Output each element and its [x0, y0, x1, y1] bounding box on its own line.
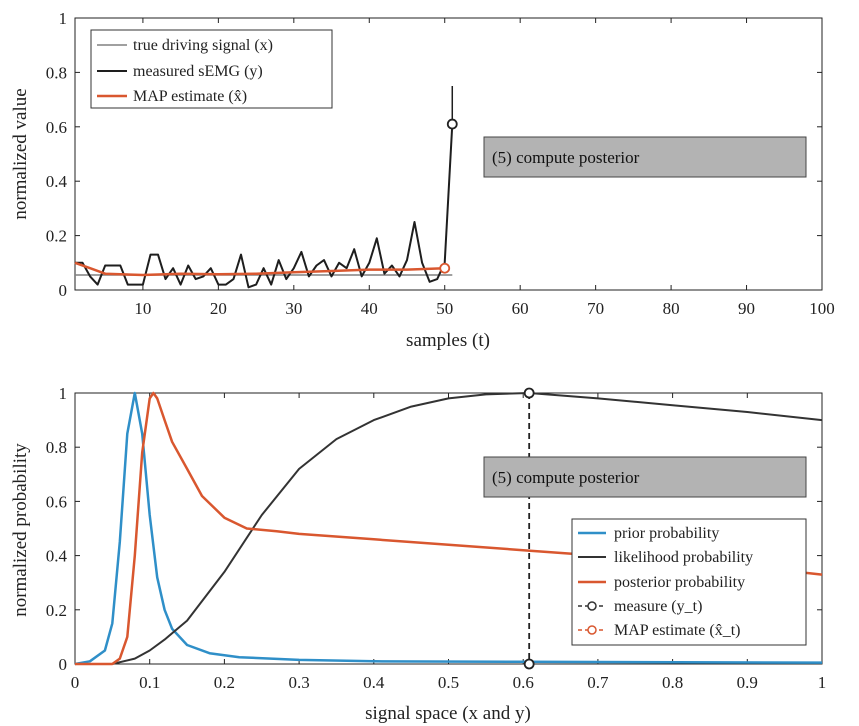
top-x-tick-label: 90: [738, 299, 755, 318]
bottom-series-lines: [74, 387, 823, 670]
bottom-x-tick-label: 0.9: [737, 673, 758, 692]
bottom-y-tick-label: 0.8: [46, 438, 67, 457]
legend-measured-semg: measured sEMG (y): [133, 63, 263, 80]
top-x-tick-label: 60: [512, 299, 529, 318]
legend-measure: measure (y_t): [614, 598, 702, 615]
map-estimate-line: [74, 261, 445, 277]
bottom-annotation-text: (5) compute posterior: [492, 468, 640, 487]
likelihood-probability-line: [75, 392, 823, 665]
bottom-x-tick-label: 0: [71, 673, 80, 692]
bottom-x-tick-label: 0.7: [587, 673, 609, 692]
top-y-tick-label: 1: [59, 9, 68, 28]
top-point-marker: [446, 118, 458, 130]
bottom-y-axis-label: normalized probability: [10, 443, 31, 617]
bottom-x-tick-label: 1: [818, 673, 827, 692]
bottom-x-tick-label: 0.1: [139, 673, 160, 692]
bottom-y-tick-label: 0.6: [46, 492, 67, 511]
legend-map-estimate: MAP estimate (x̂): [133, 88, 247, 105]
top-panel: 10 20 30 40 50 60 70 80 90 100 0 0.2 0.4 0.6 0.8 1 samp…: [10, 9, 835, 351]
top-x-tick-label: 10: [134, 299, 151, 318]
top-y-tick-label: 0.8: [46, 63, 67, 82]
bottom-legend: prior probability likelihood probability…: [571, 518, 807, 646]
bottom-x-tick-label: 0.4: [363, 673, 385, 692]
bottom-y-tick-label: 0.2: [46, 601, 67, 620]
legend-posterior: posterior probability: [614, 574, 745, 591]
top-x-tick-label: 50: [436, 299, 453, 318]
posterior-probability-line: [75, 391, 823, 666]
top-series-lines: [74, 86, 458, 289]
bottom-point-marker: [523, 387, 535, 399]
bottom-x-axis-label: signal space (x and y): [365, 703, 531, 724]
top-x-tick-label: 40: [361, 299, 378, 318]
bottom-y-tick-label: 0.4: [46, 547, 68, 566]
top-y-tick-label: 0.6: [46, 118, 67, 137]
bottom-annotation-box: (5) compute posterior: [483, 456, 807, 498]
top-ticks: 10 20 30 40 50 60 70 80 90 100 0 0.2 0.4 0.6 0.8 1: [46, 9, 835, 318]
top-x-axis-label: samples (t): [406, 330, 490, 351]
measured-semg-line: [75, 124, 454, 289]
bottom-point-marker: [523, 658, 535, 670]
bottom-x-tick-label: 0.3: [288, 673, 309, 692]
top-y-axis-label: normalized value: [10, 88, 31, 219]
legend-likelihood: likelihood probability: [614, 549, 753, 566]
bottom-x-tick-label: 0.6: [513, 673, 534, 692]
top-annotation-box: (5) compute posterior: [483, 136, 807, 178]
bottom-x-tick-label: 0.5: [438, 673, 459, 692]
top-point-marker: [439, 262, 451, 274]
top-y-tick-label: 0.4: [46, 172, 68, 191]
top-legend: true driving signal (x) measured sEMG (y…: [90, 29, 333, 109]
top-x-tick-label: 100: [809, 299, 835, 318]
bottom-panel: 0 0.1 0.2 0.3 0.4 0.5 0.6 0.7 0.8 0.9 1 0 0.2 0.4 0.6 0…: [10, 384, 826, 724]
top-y-tick-label: 0: [59, 281, 68, 300]
bottom-ticks: 0 0.1 0.2 0.3 0.4 0.5 0.6 0.7 0.8 0.9 1 0 0.2 0.4 0.6 0…: [46, 384, 827, 692]
top-y-tick-label: 0.2: [46, 227, 67, 246]
top-x-tick-label: 80: [663, 299, 680, 318]
top-x-tick-label: 20: [210, 299, 227, 318]
bottom-x-tick-label: 0.8: [662, 673, 683, 692]
bottom-x-tick-label: 0.2: [214, 673, 235, 692]
top-x-tick-label: 70: [587, 299, 604, 318]
bottom-y-tick-label: 1: [59, 384, 68, 403]
legend-map-estimate-t: MAP estimate (x̂_t): [614, 622, 741, 639]
legend-true-signal: true driving signal (x): [133, 37, 273, 54]
top-x-tick-label: 30: [285, 299, 302, 318]
legend-prior: prior probability: [614, 525, 719, 542]
bottom-y-tick-label: 0: [59, 655, 68, 674]
top-annotation-text: (5) compute posterior: [492, 148, 640, 167]
prior-probability-line: [74, 391, 823, 666]
